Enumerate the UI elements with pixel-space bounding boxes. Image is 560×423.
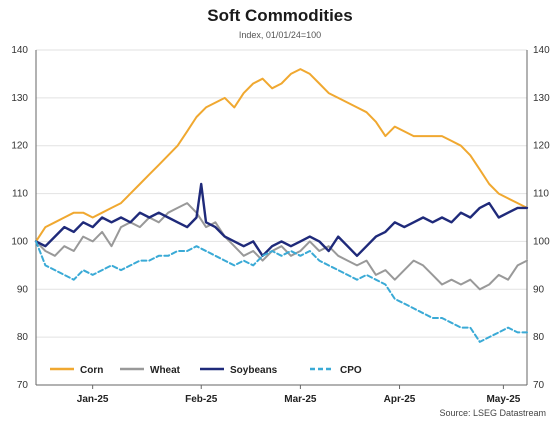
legend-label-corn: Corn bbox=[80, 365, 103, 376]
y-tick-label-left: 140 bbox=[11, 45, 28, 56]
y-tick-label-right: 90 bbox=[533, 284, 545, 295]
chart-source: Source: LSEG Datastream bbox=[439, 408, 546, 418]
y-tick-label-right: 100 bbox=[533, 236, 550, 247]
x-tick-label: Apr-25 bbox=[384, 394, 416, 405]
y-tick-label-left: 70 bbox=[17, 380, 29, 391]
y-tick-label-right: 140 bbox=[533, 45, 550, 56]
y-tick-label-left: 110 bbox=[12, 189, 28, 200]
legend-label-soybeans: Soybeans bbox=[230, 365, 278, 376]
series-line-soybeans bbox=[34, 182, 529, 258]
y-tick-label-right: 130 bbox=[533, 93, 550, 104]
x-tick-label: Mar-25 bbox=[284, 394, 317, 405]
series-line-corn bbox=[35, 68, 528, 243]
x-tick-label: Jan-25 bbox=[77, 394, 109, 405]
y-tick-label-left: 90 bbox=[17, 284, 29, 295]
x-tick-label: Feb-25 bbox=[185, 394, 218, 405]
chart-title: Soft Commodities bbox=[207, 6, 353, 25]
y-tick-label-right: 70 bbox=[533, 380, 545, 391]
y-tick-label-left: 100 bbox=[11, 236, 28, 247]
y-tick-label-left: 80 bbox=[17, 332, 29, 343]
x-tick-label: May-25 bbox=[486, 394, 520, 405]
chart-subtitle: Index, 01/01/24=100 bbox=[238, 30, 322, 40]
y-tick-label-right: 110 bbox=[533, 189, 549, 200]
y-tick-label-right: 120 bbox=[533, 141, 550, 152]
legend-label-wheat: Wheat bbox=[150, 365, 181, 376]
y-tick-label-left: 120 bbox=[11, 141, 28, 152]
series-line-cpo bbox=[35, 240, 528, 343]
y-tick-label-left: 130 bbox=[11, 93, 28, 104]
series-line-wheat bbox=[35, 202, 528, 291]
y-tick-label-right: 80 bbox=[533, 332, 545, 343]
legend-label-cpo: CPO bbox=[340, 365, 362, 376]
